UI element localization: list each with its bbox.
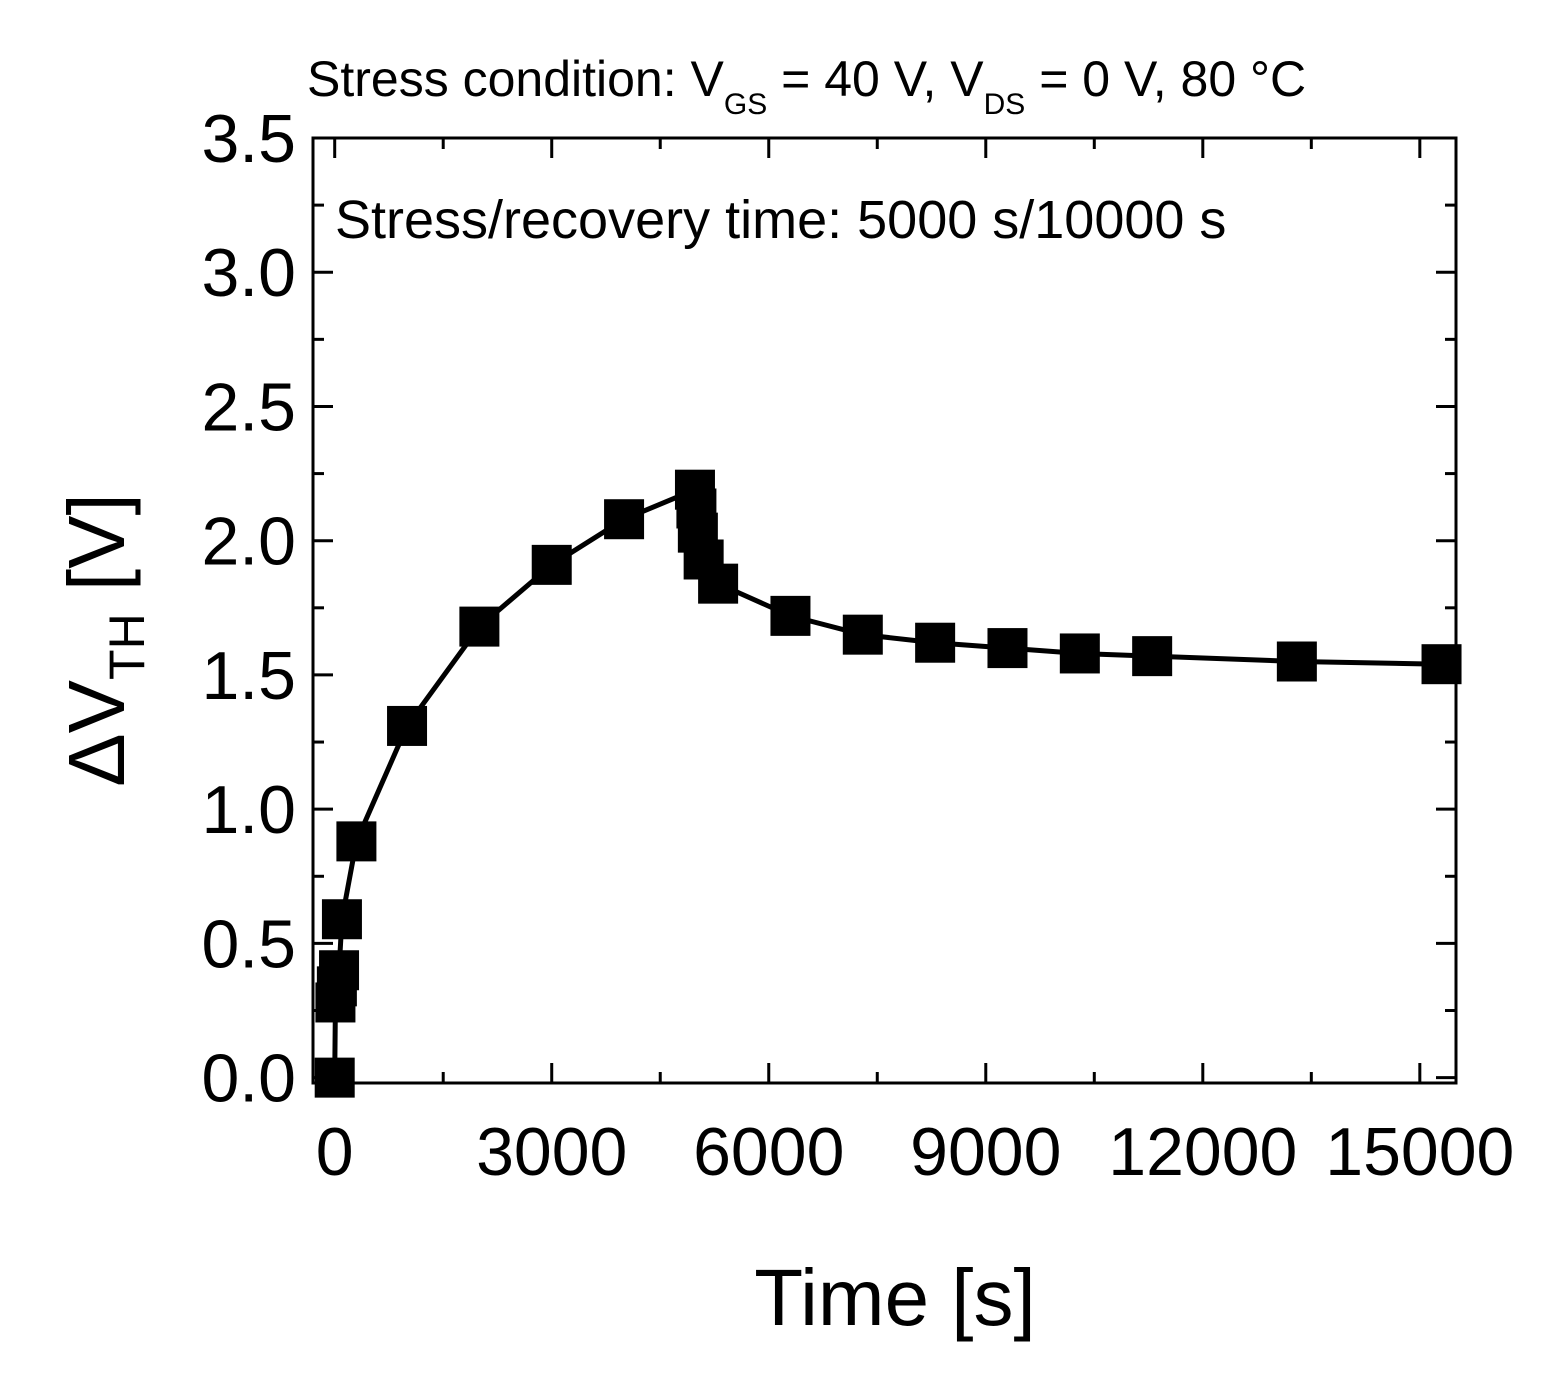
data-point-marker	[842, 614, 883, 655]
series-lines	[332, 487, 1442, 1078]
y-axis-tick-labels: 0.0 0.5 1.0 1.5 2.0 2.5 3.0 3.5	[201, 101, 296, 1117]
y-tick-label: 3.5	[201, 101, 296, 177]
y-tick-label: 3.0	[201, 235, 296, 311]
y-axis-ticks	[313, 136, 1456, 1080]
title-suffix: = 0 V, 80 °C	[1025, 51, 1306, 107]
y-tick-label: 2.5	[201, 369, 296, 445]
data-point-marker	[987, 628, 1028, 669]
y-label-sub: TH	[99, 613, 155, 680]
chart-annotation: Stress/recovery time: 5000 s/10000 s	[335, 190, 1226, 250]
data-point-marker	[314, 1057, 355, 1098]
title-prefix: Stress condition: V	[307, 51, 725, 107]
x-tick-label: 9000	[910, 1114, 1061, 1190]
data-point-marker	[1421, 644, 1462, 685]
x-axis-label: Time [s]	[754, 1253, 1035, 1342]
chart-title: Stress condition: VGS = 40 V, VDS = 0 V,…	[307, 51, 1306, 121]
y-tick-label: 2.0	[201, 504, 296, 580]
y-tick-label: 1.0	[201, 772, 296, 848]
y-label-prefix: ΔV	[52, 679, 141, 786]
data-point-marker	[459, 606, 500, 647]
data-point-marker	[770, 595, 811, 636]
data-point-marker	[915, 622, 956, 663]
data-point-marker	[1276, 641, 1317, 682]
series-line	[332, 487, 1442, 1078]
y-tick-label: 0.5	[201, 906, 296, 982]
data-point-marker	[1132, 636, 1173, 677]
x-tick-label: 0	[316, 1114, 354, 1190]
data-point-marker	[321, 899, 362, 940]
data-point-marker	[336, 821, 377, 862]
x-axis-tick-labels: 0 3000 6000 9000 12000 15000	[316, 1114, 1515, 1190]
x-tick-label: 3000	[476, 1114, 627, 1190]
x-axis-ticks	[333, 138, 1422, 1083]
x-tick-label: 15000	[1325, 1114, 1514, 1190]
title-mid: = 40 V, V	[767, 51, 984, 107]
data-point-marker	[387, 705, 428, 746]
data-point-marker	[531, 544, 572, 585]
data-point-marker	[698, 563, 739, 604]
data-point-marker	[1059, 633, 1100, 674]
y-tick-label: 0.0	[201, 1041, 296, 1117]
plot-frame	[311, 136, 1458, 1085]
data-point-marker	[604, 499, 645, 540]
title-sub-gs: GS	[724, 88, 767, 121]
y-label-suffix: [V]	[52, 493, 141, 613]
series-markers	[314, 469, 1462, 1098]
y-axis-label: ΔVTH [V]	[52, 493, 155, 787]
title-sub-ds: DS	[984, 88, 1026, 121]
x-tick-label: 6000	[693, 1114, 844, 1190]
x-tick-label: 12000	[1108, 1114, 1297, 1190]
y-tick-label: 1.5	[201, 638, 296, 714]
data-point-marker	[319, 950, 360, 991]
